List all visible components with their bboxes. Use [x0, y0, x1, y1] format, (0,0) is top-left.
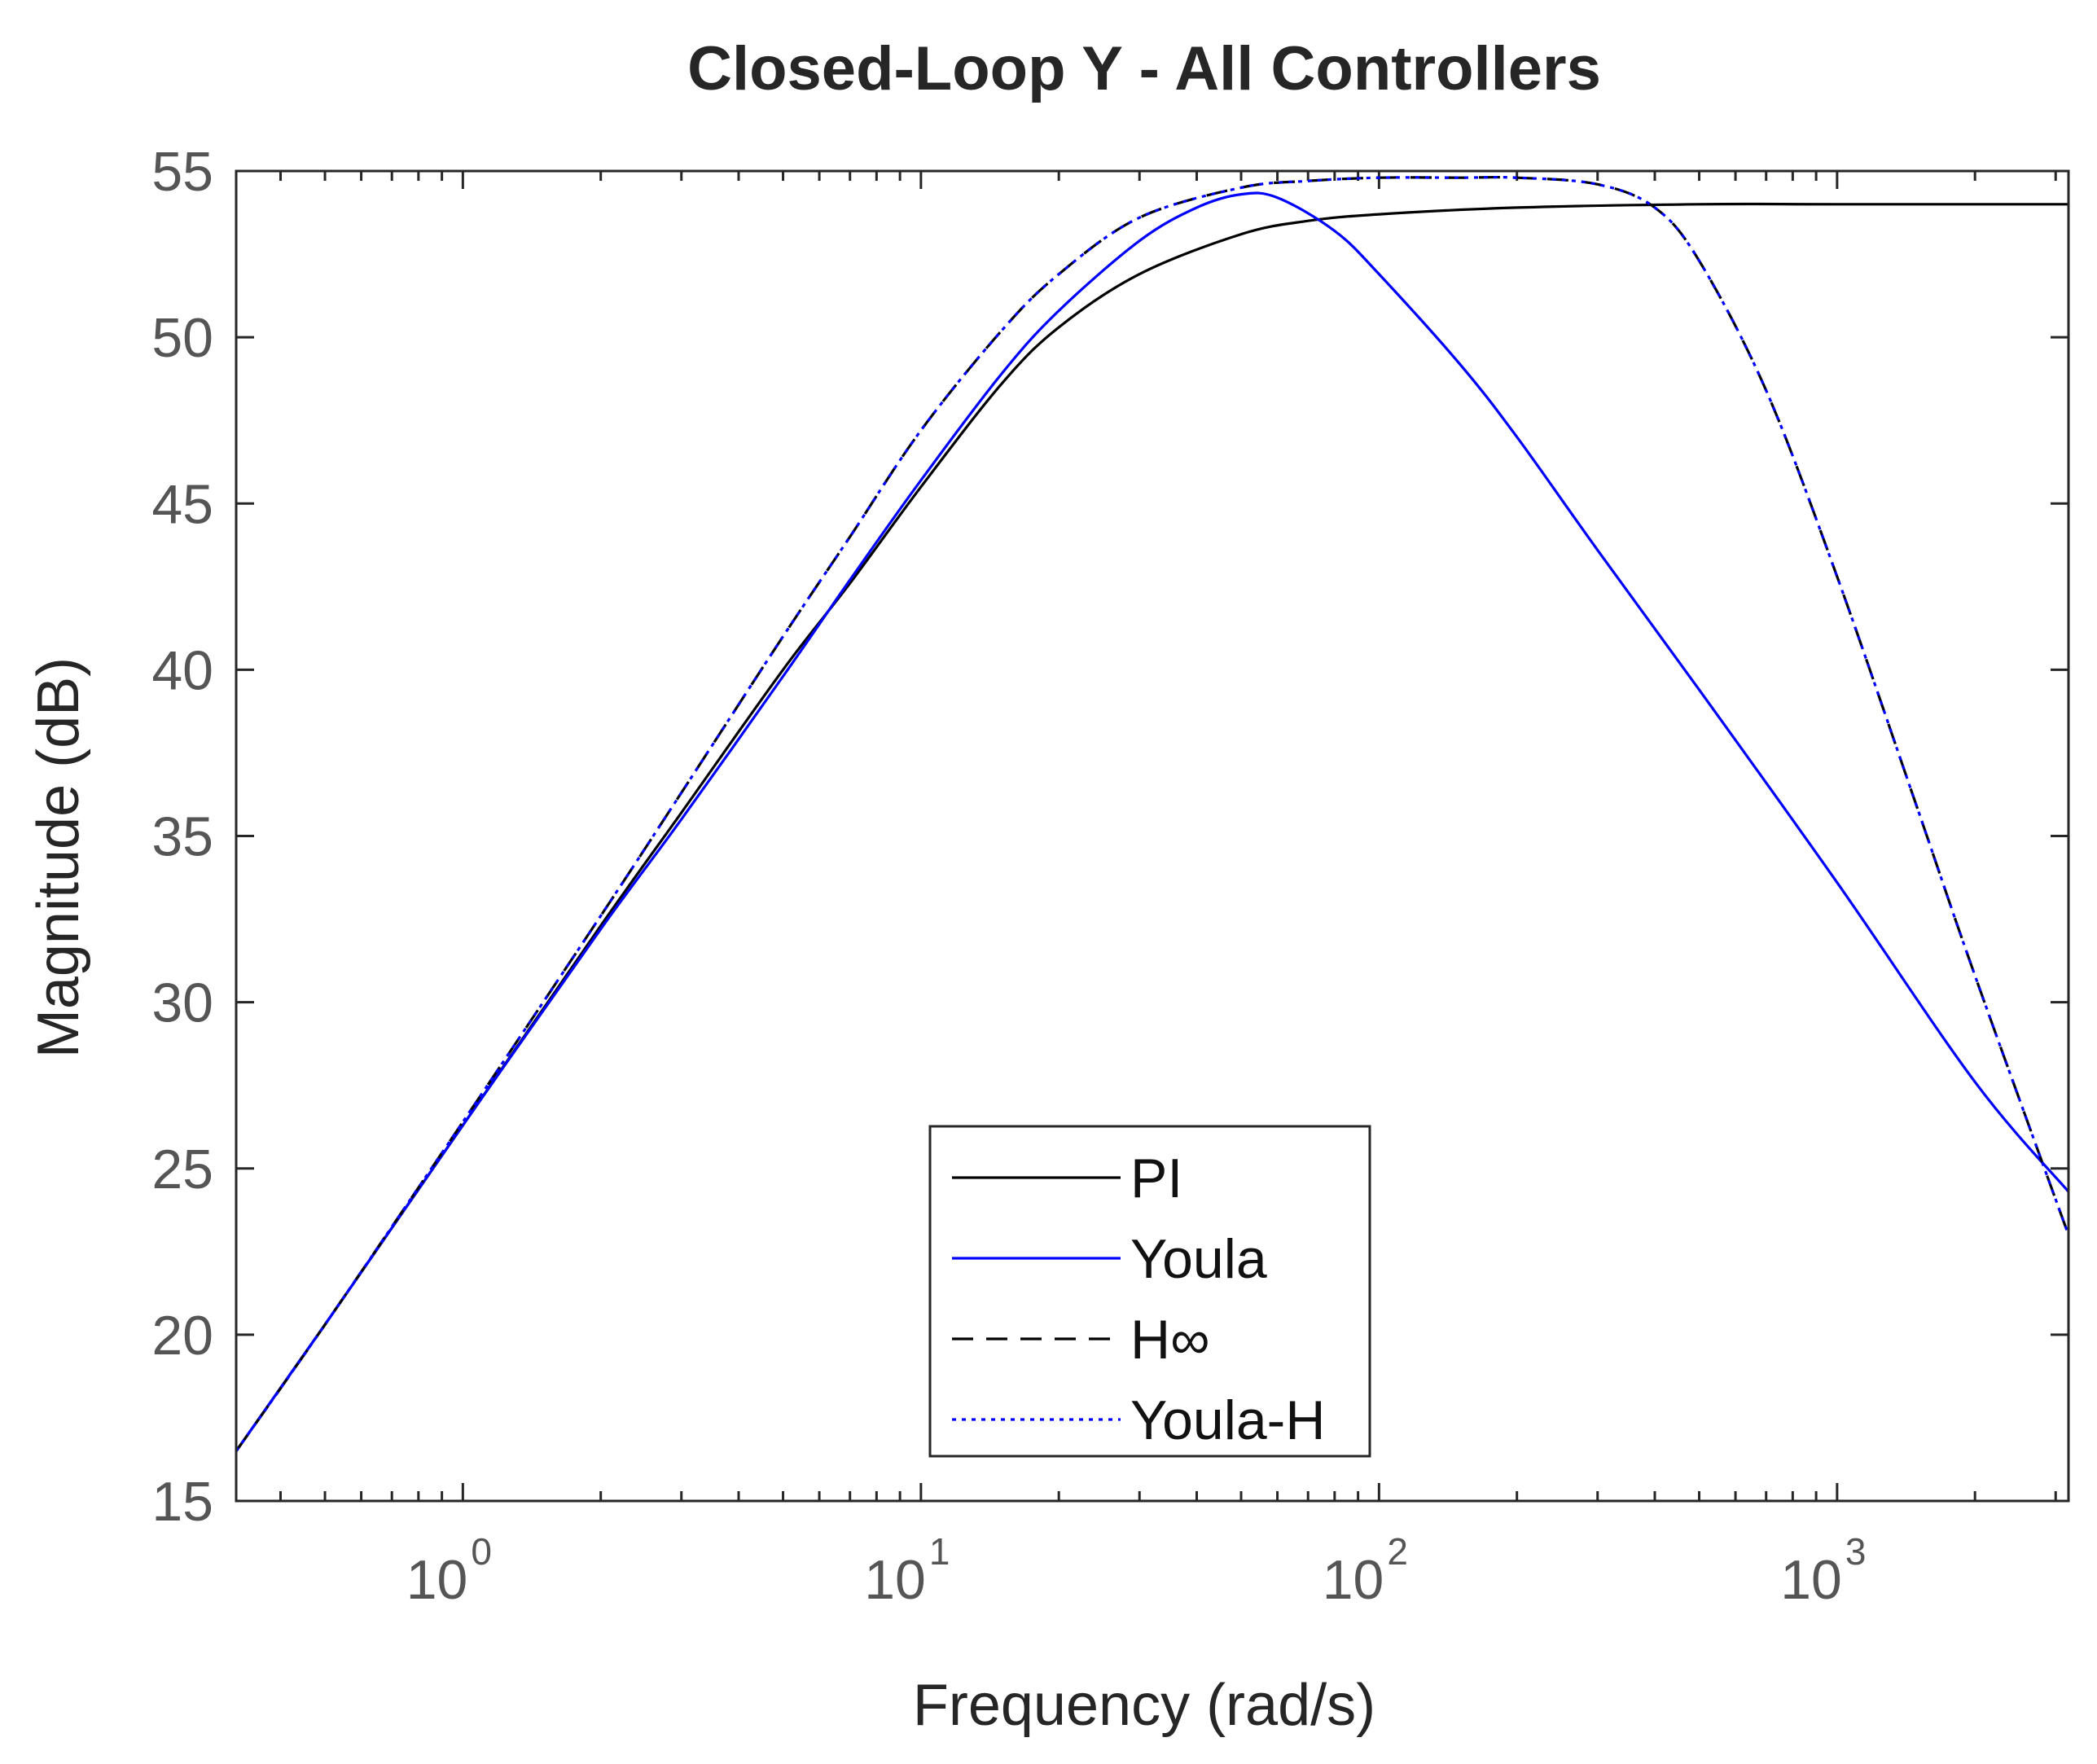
- y-tick-label: 35: [151, 806, 213, 868]
- x-tick-label: 10 3: [1780, 1530, 1866, 1611]
- x-tick-exponent: 2: [1387, 1530, 1408, 1573]
- x-tick-base: 10: [1780, 1549, 1842, 1611]
- legend-entry-label: PI: [1130, 1147, 1182, 1209]
- x-tick-labels: 10 0 10 1 10 2 10 3: [406, 1530, 1867, 1611]
- x-tick-label: 10 1: [864, 1530, 950, 1611]
- legend-box: [928, 1125, 1371, 1458]
- legend-entry-label: Youla-H: [1130, 1389, 1325, 1451]
- x-tick-base: 10: [1323, 1549, 1384, 1611]
- legend: PI Youla H∞ Youla-H: [928, 1125, 1371, 1458]
- y-tick-label: 55: [151, 141, 213, 203]
- y-tick-label: 30: [151, 972, 213, 1034]
- y-tick-label: 15: [151, 1471, 213, 1533]
- x-tick-exponent: 3: [1845, 1530, 1867, 1573]
- legend-entry-label: Youla: [1130, 1228, 1267, 1290]
- x-tick-exponent: 1: [929, 1530, 950, 1573]
- y-tick-label: 45: [151, 473, 213, 535]
- x-tick-label: 10 2: [1323, 1530, 1408, 1611]
- x-axis-label: Frequency (rad/s): [913, 1673, 1375, 1738]
- series-youla-h-line: [235, 175, 2070, 1452]
- chart-title: Closed-Loop Y - All Controllers: [687, 34, 1601, 103]
- x-tick-base: 10: [406, 1549, 468, 1611]
- y-axis-label: Magnitude (dB): [26, 657, 91, 1058]
- y-tick-labels: 15 20 25 30 35 40 45 50 55: [151, 141, 213, 1533]
- y-tick-label: 50: [151, 307, 213, 369]
- y-tick-label: 25: [151, 1139, 213, 1200]
- y-tick-label: 20: [151, 1305, 213, 1367]
- axes-box: [235, 169, 2070, 1503]
- series-youla-line: [235, 191, 2070, 1452]
- x-tick-base: 10: [864, 1549, 926, 1611]
- series-layer: [235, 175, 2070, 1452]
- legend-entry-label: H∞: [1130, 1309, 1210, 1371]
- y-tick-label: 40: [151, 639, 213, 701]
- x-tick-label: 10 0: [406, 1530, 492, 1611]
- x-tick-exponent: 0: [471, 1530, 492, 1573]
